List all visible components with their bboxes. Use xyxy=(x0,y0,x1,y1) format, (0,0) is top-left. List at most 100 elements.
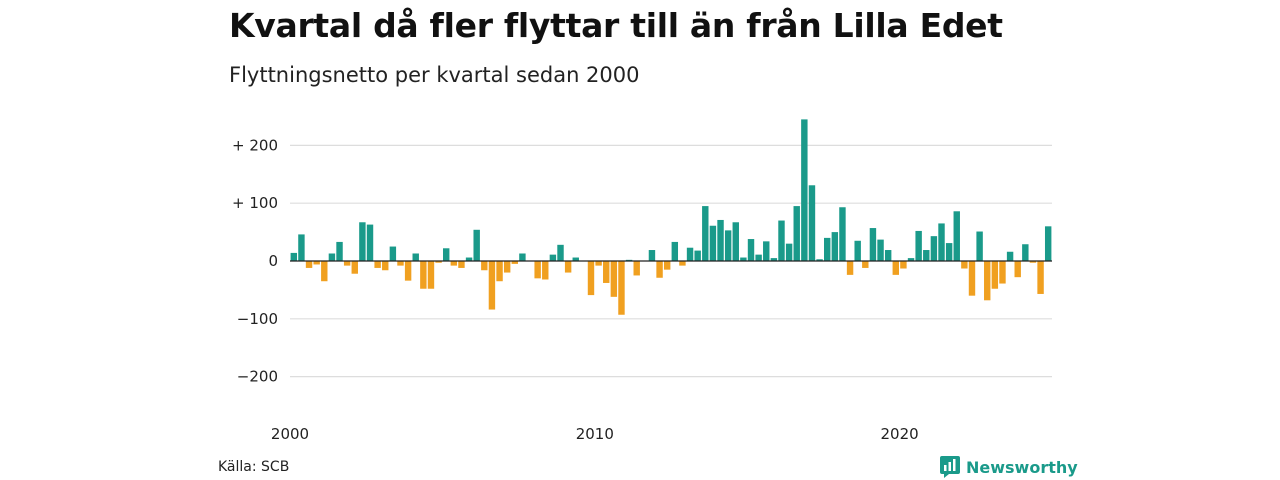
source-note: Källa: SCB xyxy=(218,459,290,475)
bar xyxy=(869,228,877,261)
bar xyxy=(351,261,358,274)
bar xyxy=(633,261,640,276)
bar xyxy=(465,257,473,261)
bar xyxy=(427,261,435,289)
bar xyxy=(534,261,541,279)
bar xyxy=(892,261,899,275)
y-tick-label: −100 xyxy=(237,310,278,328)
bar xyxy=(999,261,1006,284)
bar xyxy=(595,261,602,266)
bars xyxy=(290,119,1052,315)
bar xyxy=(900,261,907,269)
bar xyxy=(915,230,922,261)
bar xyxy=(686,247,694,261)
bar xyxy=(961,261,968,269)
bar xyxy=(968,261,976,296)
bar xyxy=(290,252,298,261)
bar xyxy=(1029,261,1037,263)
bar xyxy=(557,244,564,261)
chart-subtitle: Flyttningsnetto per kvartal sedan 2000 xyxy=(229,63,640,87)
bar xyxy=(458,261,465,268)
bar xyxy=(740,257,747,261)
bar xyxy=(808,185,816,261)
bar xyxy=(1037,261,1044,294)
bar xyxy=(862,261,869,268)
x-axis-labels: 2000 2010 2020 xyxy=(271,425,919,443)
y-tick-label: −200 xyxy=(237,368,278,386)
bar xyxy=(1006,251,1014,261)
bar xyxy=(374,261,381,268)
y-tick-label: 0 xyxy=(268,252,278,270)
x-tick-label: 2020 xyxy=(881,425,919,443)
bar xyxy=(648,250,656,261)
bar xyxy=(945,243,953,261)
bar xyxy=(488,261,496,310)
bar xyxy=(839,207,846,261)
bar xyxy=(511,261,518,264)
bar xyxy=(404,261,412,281)
x-tick-label: 2000 xyxy=(271,425,309,443)
bar xyxy=(542,261,549,280)
bar xyxy=(770,258,778,261)
bar xyxy=(877,239,884,261)
chart-title: Kvartal då fler flyttar till än från Lil… xyxy=(229,6,1003,45)
bar xyxy=(503,261,511,273)
bar xyxy=(313,261,320,265)
bar xyxy=(572,257,579,261)
bar xyxy=(420,261,427,289)
bar xyxy=(366,224,374,261)
bar xyxy=(816,259,823,261)
bar xyxy=(359,222,366,261)
bar xyxy=(953,211,960,261)
bar xyxy=(991,261,999,289)
bar xyxy=(481,261,488,271)
bar xyxy=(343,261,351,266)
bar xyxy=(389,246,397,261)
bar xyxy=(298,234,305,261)
brand-logo: Newsworthy xyxy=(940,456,1078,478)
bar xyxy=(305,261,313,268)
bar xyxy=(443,248,450,261)
brand-name: Newsworthy xyxy=(966,457,1078,477)
bar xyxy=(724,230,732,261)
bar xyxy=(679,261,686,266)
bar xyxy=(785,243,793,261)
bar xyxy=(938,223,945,261)
bar xyxy=(709,225,717,261)
bar xyxy=(793,206,800,261)
bar xyxy=(854,240,861,261)
bar xyxy=(694,250,701,261)
bar xyxy=(846,261,854,275)
y-tick-label: + 200 xyxy=(232,136,278,154)
bar xyxy=(336,241,343,261)
bar xyxy=(587,261,595,296)
bar xyxy=(747,239,755,261)
bar xyxy=(824,237,831,261)
x-tick-label: 2010 xyxy=(576,425,614,443)
bar xyxy=(778,220,785,261)
bar xyxy=(328,253,336,261)
bar xyxy=(321,261,328,282)
newsworthy-logo-icon xyxy=(940,456,960,478)
bar xyxy=(656,261,663,278)
bar xyxy=(801,119,808,261)
bar xyxy=(1022,244,1029,261)
bar xyxy=(1014,261,1021,278)
bar xyxy=(603,261,610,283)
y-tick-label: + 100 xyxy=(232,194,278,212)
bar xyxy=(831,232,839,261)
bar xyxy=(763,241,770,261)
bar xyxy=(496,261,503,282)
bar xyxy=(732,222,739,261)
bar xyxy=(450,261,458,266)
bar xyxy=(923,250,930,261)
bar xyxy=(984,261,991,301)
bar xyxy=(663,261,671,270)
bar xyxy=(884,250,892,261)
bar xyxy=(382,261,389,271)
bar xyxy=(397,261,404,266)
bar xyxy=(473,229,480,261)
bar xyxy=(1044,226,1052,261)
bar xyxy=(976,231,983,261)
